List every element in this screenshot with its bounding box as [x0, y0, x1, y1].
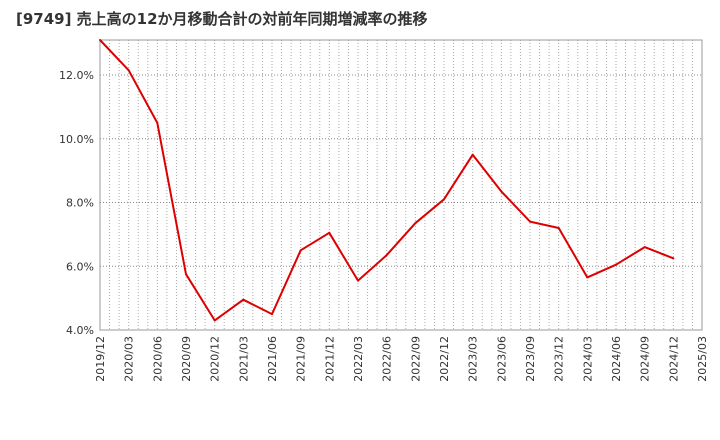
x-tick-label: 2024/03 — [581, 336, 594, 382]
data-point — [672, 257, 675, 260]
data-point — [557, 227, 560, 230]
x-tick-label: 2021/06 — [266, 336, 279, 382]
data-point — [615, 263, 617, 266]
y-tick-label: 4.0% — [66, 324, 94, 337]
data-point — [156, 121, 159, 124]
x-tick-label: 2022/09 — [409, 336, 422, 382]
x-tick-label: 2025/03 — [696, 336, 709, 382]
data-point — [99, 39, 101, 41]
data-point — [643, 246, 646, 249]
data-point — [529, 220, 531, 223]
x-tick-label: 2023/12 — [553, 336, 566, 382]
x-tick-label: 2022/03 — [352, 336, 365, 382]
x-tick-label: 2019/12 — [94, 336, 107, 382]
series — [99, 39, 675, 322]
plot-frame — [99, 39, 703, 331]
y-tick-label: 10.0% — [59, 133, 94, 146]
x-tick-label: 2021/09 — [295, 336, 308, 382]
y-axis: 4.0% 6.0% 8.0% 10.0% 12.0% — [59, 69, 94, 337]
x-tick-label: 2020/12 — [209, 336, 222, 382]
x-tick-label: 2024/06 — [610, 336, 623, 382]
x-tick-label: 2020/06 — [151, 336, 164, 382]
data-point — [242, 298, 245, 301]
data-point — [213, 319, 216, 322]
x-tick-label: 2024/09 — [639, 336, 652, 382]
x-tick-label: 2022/06 — [381, 336, 394, 382]
x-tick-label: 2023/03 — [467, 336, 480, 382]
x-tick-label: 2020/03 — [123, 336, 136, 382]
y-tick-label: 8.0% — [66, 197, 94, 210]
chart-title: [9749] 売上高の12か月移動合計の対前年同期増減率の推移 — [16, 10, 428, 28]
data-point — [271, 313, 273, 316]
x-tick-label: 2022/12 — [438, 336, 451, 382]
grid — [99, 40, 702, 331]
x-tick-label: 2020/09 — [180, 336, 193, 382]
x-tick-label: 2021/12 — [323, 336, 336, 382]
x-tick-label: 2023/06 — [495, 336, 508, 382]
data-point — [185, 273, 187, 276]
x-tick-label: 2024/12 — [667, 336, 680, 382]
data-point — [500, 190, 503, 193]
data-point — [127, 69, 130, 72]
data-point — [385, 254, 388, 257]
data-point — [299, 249, 302, 252]
y-tick-label: 12.0% — [59, 69, 94, 82]
data-point — [443, 198, 445, 201]
data-point — [586, 276, 589, 279]
data-point — [414, 222, 417, 225]
x-tick-label: 2021/03 — [237, 336, 250, 382]
y-tick-label: 6.0% — [66, 260, 94, 273]
data-point — [357, 279, 359, 282]
x-tick-label: 2023/09 — [524, 336, 537, 382]
x-axis: 2019/12 2020/03 2020/06 2020/09 2020/12 2021/… — [94, 336, 709, 382]
data-point — [328, 231, 331, 234]
data-point — [471, 153, 474, 156]
